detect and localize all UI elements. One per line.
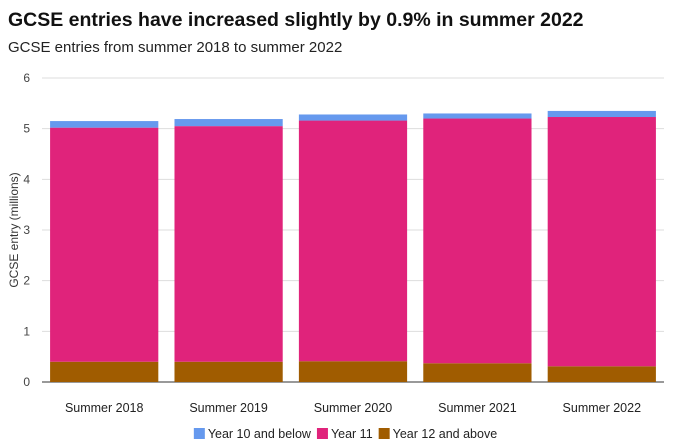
bar-segment-year-12-and-above[interactable] [174, 361, 283, 382]
bars [50, 110, 656, 382]
x-axis-labels: Summer 2018 Summer 2019 Summer 2020 Summer … [65, 401, 641, 415]
bar-segment-year-10-and-below[interactable] [50, 121, 159, 128]
bar-segment-year-10-and-below[interactable] [174, 119, 283, 127]
y-tick-label: 3 [23, 223, 30, 237]
x-tick-label: Summer 2022 [563, 401, 642, 415]
legend-swatch [316, 428, 328, 439]
y-tick-label: 5 [23, 122, 30, 136]
bar-segment-year-10-and-below[interactable] [298, 114, 408, 121]
y-axis-ticks: 0 1 2 3 4 5 6 [23, 71, 30, 389]
legend-item-year-11[interactable]: Year 11 [316, 427, 373, 441]
y-axis-label: GCSE entry (millions) [7, 172, 21, 287]
y-tick-label: 1 [23, 324, 30, 338]
legend-label: Year 10 and below [208, 427, 312, 441]
x-tick-label: Summer 2019 [189, 401, 268, 415]
bar-segment-year-12-and-above[interactable] [547, 366, 656, 382]
y-tick-label: 4 [23, 172, 30, 186]
bar-segment-year-11[interactable] [547, 117, 656, 367]
x-tick-label: Summer 2021 [438, 401, 517, 415]
bar-segment-year-11[interactable] [174, 126, 283, 362]
legend-label: Year 11 [331, 427, 373, 441]
chart-title: GCSE entries have increased slightly by … [8, 9, 584, 31]
bar-segment-year-10-and-below[interactable] [547, 110, 656, 118]
bar-segment-year-10-and-below[interactable] [423, 113, 532, 119]
bar-segment-year-12-and-above[interactable] [50, 361, 159, 382]
y-tick-label: 0 [23, 375, 30, 389]
legend-label: Year 12 and above [393, 427, 498, 441]
chart-subtitle: GCSE entries from summer 2018 to summer … [8, 39, 343, 56]
legend-swatch [193, 428, 205, 439]
y-tick-label: 6 [23, 71, 30, 85]
legend[interactable]: Year 10 and below Year 11 Year 12 and abov… [193, 427, 498, 441]
x-tick-label: Summer 2020 [314, 401, 393, 415]
bar-segment-year-12-and-above[interactable] [423, 363, 532, 382]
legend-item-year-12-and-above[interactable]: Year 12 and above [378, 427, 498, 441]
bar-segment-year-11[interactable] [50, 127, 159, 362]
bar-segment-year-12-and-above[interactable] [298, 361, 408, 382]
legend-swatch [378, 428, 390, 439]
x-tick-label: Summer 2018 [65, 401, 144, 415]
legend-item-year-10-and-below[interactable]: Year 10 and below [193, 427, 312, 441]
bar-segment-year-11[interactable] [423, 118, 532, 364]
bar-segment-year-11[interactable] [298, 120, 408, 362]
y-tick-label: 2 [23, 274, 30, 288]
